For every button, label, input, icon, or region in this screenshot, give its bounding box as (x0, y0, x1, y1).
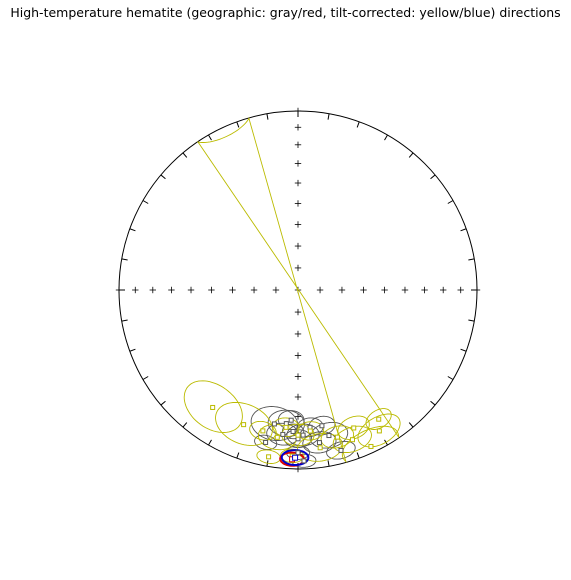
geographic-direction-point (338, 447, 344, 453)
azimuth-tick (142, 200, 149, 204)
azimuth-tick (327, 460, 330, 467)
azimuth-tick (468, 258, 475, 261)
tilt-corrected-direction-point (376, 428, 382, 434)
tilt-corrected-direction-point (266, 454, 272, 460)
tilt-corrected-direction-point (260, 428, 266, 434)
geographic-confidence-ellipse (267, 409, 305, 437)
geographic-direction-point (316, 440, 322, 446)
chart-title: High-temperature hematite (geographic: g… (10, 5, 561, 20)
azimuth-tick (356, 121, 360, 128)
tilt-corrected-direction-point (307, 428, 313, 434)
azimuth-tick (327, 113, 330, 120)
tilt-corrected-confidence-ellipse (357, 413, 401, 448)
azimuth-tick (208, 439, 212, 446)
geographic-direction-point (319, 423, 325, 429)
azimuth-tick (160, 400, 166, 406)
tilt-corrected-direction-point (241, 422, 247, 428)
azimuth-tick (121, 319, 128, 322)
tilt-corrected-confidence-ellipse (197, 117, 400, 464)
tilt-corrected-confidence-ellipse (256, 449, 281, 464)
tilt-corrected-direction-point (283, 424, 289, 430)
geographic-direction-point (301, 458, 307, 464)
direction-points (210, 404, 382, 464)
tilt-corrected-mean-confidence-ellipse (280, 449, 310, 466)
azimuth-tick (384, 134, 388, 141)
tilt-corrected-confidence-ellipse (337, 415, 370, 440)
geographic-direction-point (326, 433, 332, 439)
geographic-direction-point (295, 450, 301, 456)
azimuth-tick (266, 113, 269, 120)
azimuth-tick (460, 348, 467, 352)
azimuth-tick (408, 422, 414, 428)
azimuth-tick (160, 174, 166, 180)
tilt-corrected-direction-point (274, 434, 280, 440)
tilt-corrected-direction-point (295, 432, 301, 438)
geographic-direction-point (263, 439, 269, 445)
azimuth-tick (430, 174, 436, 180)
azimuth-tick (430, 400, 436, 406)
geographic-direction-point (271, 421, 277, 427)
tilt-corrected-direction-point (210, 404, 216, 410)
geographic-direction-point (280, 431, 286, 437)
tilt-corrected-confidence-ellipse (365, 408, 392, 430)
geographic-confidence-ellipse (326, 440, 356, 460)
tilt-corrected-direction-point (317, 445, 323, 451)
azimuth-tick (129, 228, 136, 232)
azimuth-tick (468, 319, 475, 322)
azimuth-tick (236, 121, 240, 128)
tilt-corrected-direction-point (376, 416, 382, 422)
geographic-confidence-ellipse (283, 429, 313, 449)
geographic-confidence-ellipse (254, 434, 278, 450)
tilt-corrected-direction-point (368, 443, 374, 449)
azimuth-tick (460, 228, 467, 232)
confidence-ellipses (183, 117, 401, 468)
tilt-corrected-confidence-ellipse (183, 380, 243, 433)
tilt-corrected-direction-point (351, 425, 357, 431)
geographic-confidence-ellipse (302, 431, 337, 454)
tilt-corrected-direction-point (334, 434, 340, 440)
tilt-corrected-direction-point (349, 437, 355, 443)
azimuth-tick (182, 422, 188, 428)
azimuth-tick (121, 258, 128, 261)
geographic-direction-point (290, 428, 296, 434)
tilt-corrected-confidence-ellipse (296, 421, 325, 441)
azimuth-tick (208, 134, 212, 141)
azimuth-tick (447, 376, 454, 380)
tilt-corrected-confidence-ellipse (332, 425, 372, 453)
azimuth-tick (356, 452, 360, 459)
geographic-direction-point (300, 432, 306, 438)
geographic-direction-point (288, 417, 294, 423)
azimuth-tick (182, 152, 188, 158)
stereonet-frame (115, 107, 481, 473)
azimuth-tick (447, 200, 454, 204)
tilt-corrected-confidence-ellipse (215, 401, 273, 446)
azimuth-tick (236, 452, 240, 459)
azimuth-tick (142, 376, 149, 380)
azimuth-tick (408, 152, 414, 158)
azimuth-tick (129, 348, 136, 352)
tilt-corrected-mean-direction-point (292, 454, 299, 461)
